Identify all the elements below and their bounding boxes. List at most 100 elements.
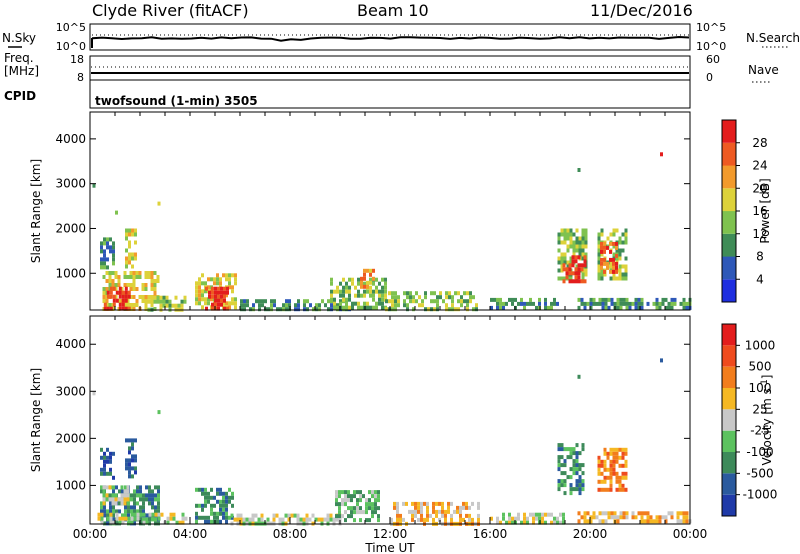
range-gate-cell xyxy=(333,305,336,310)
range-gate-cell xyxy=(360,305,363,310)
range-gate-cell xyxy=(569,228,573,233)
range-gate-cell xyxy=(569,232,573,237)
range-gate-cell xyxy=(578,252,582,257)
range-gate-cell xyxy=(118,501,121,506)
range-gate-cell xyxy=(371,506,374,511)
range-gate-cell xyxy=(148,501,151,506)
range-gate-cell xyxy=(562,279,566,284)
range-gate-cell xyxy=(517,301,520,306)
range-gate-cell xyxy=(499,297,502,302)
range-gate-cell xyxy=(496,516,499,521)
range-gate-cell xyxy=(213,281,216,286)
range-gate-cell xyxy=(436,295,439,300)
range-gate-cell xyxy=(303,303,306,308)
range-gate-cell xyxy=(348,289,351,294)
range-gate-cell xyxy=(356,498,359,503)
range-gate-cell xyxy=(661,515,665,520)
range-gate-cell xyxy=(124,306,128,311)
range-gate-cell xyxy=(353,510,356,515)
range-gate-cell xyxy=(374,490,377,495)
range-gate-cell xyxy=(577,255,581,260)
range-gate-cell xyxy=(600,228,604,233)
range-gate-cell xyxy=(578,240,582,245)
range-gate-cell xyxy=(333,289,336,294)
range-gate-cell xyxy=(538,297,541,302)
range-gate-cell xyxy=(120,501,124,506)
range-gate-cell xyxy=(156,295,160,300)
range-gate-cell xyxy=(565,271,569,276)
range-gate-cell xyxy=(606,455,610,460)
range-gate-cell xyxy=(624,268,628,273)
range-gate-cell xyxy=(538,301,541,306)
range-gate-cell xyxy=(374,494,377,499)
range-gate-cell xyxy=(102,497,106,502)
range-gate-cell xyxy=(333,297,336,302)
range-gate-cell xyxy=(130,516,134,521)
range-gate-cell xyxy=(308,517,312,522)
range-gate-cell xyxy=(553,516,556,521)
isolated-echo xyxy=(577,168,581,172)
range-gate-cell xyxy=(233,517,237,522)
range-gate-cell xyxy=(366,280,369,285)
range-gate-cell xyxy=(369,268,372,273)
range-gate-cell xyxy=(557,467,561,472)
range-gate-cell xyxy=(420,505,423,510)
range-gate-cell xyxy=(220,290,223,295)
range-gate-cell xyxy=(222,503,225,508)
range-gate-cell xyxy=(569,451,573,456)
range-gate-cell xyxy=(581,487,585,492)
range-gate-cell xyxy=(421,303,424,308)
range-gate-cell xyxy=(216,511,219,516)
range-gate-cell xyxy=(108,303,112,307)
range-gate-cell xyxy=(198,301,201,306)
range-gate-cell xyxy=(562,520,565,525)
range-gate-cell xyxy=(363,272,366,277)
range-gate-cell xyxy=(100,249,103,254)
range-gate-cell xyxy=(415,299,418,304)
range-gate-cell xyxy=(679,301,683,306)
range-gate-cell xyxy=(350,498,353,503)
range-gate-cell xyxy=(377,490,380,495)
range-gate-cell xyxy=(115,516,119,521)
range-gate-cell xyxy=(115,509,118,514)
range-gate-cell xyxy=(634,305,638,310)
range-gate-cell xyxy=(375,305,378,310)
range-gate-cell xyxy=(312,307,315,312)
range-gate-cell xyxy=(270,303,273,308)
range-gate-cell xyxy=(118,302,122,307)
range-gate-cell xyxy=(581,443,585,448)
range-gate-cell xyxy=(128,458,131,463)
range-gate-cell xyxy=(600,232,604,237)
range-gate-cell xyxy=(109,459,112,464)
range-gate-cell xyxy=(323,517,327,522)
range-gate-cell xyxy=(195,281,198,286)
range-gate-cell xyxy=(363,289,366,294)
range-gate-cell xyxy=(132,287,136,291)
range-gate-cell xyxy=(184,516,188,521)
range-gate-cell xyxy=(128,438,131,443)
range-gate-cell xyxy=(673,301,677,306)
range-gate-cell xyxy=(682,297,686,302)
range-gate-cell xyxy=(420,501,423,506)
range-gate-cell xyxy=(204,487,207,492)
range-gate-cell xyxy=(109,249,112,254)
range-gate-cell xyxy=(147,295,151,300)
range-gate-cell xyxy=(572,487,576,492)
range-gate-cell xyxy=(112,513,115,518)
range-gate-cell xyxy=(103,467,106,472)
range-gate-cell xyxy=(581,252,585,257)
range-gate-cell xyxy=(469,299,472,304)
range-gate-cell xyxy=(371,514,374,519)
range-gate-cell xyxy=(409,295,412,300)
range-gate-cell xyxy=(432,509,435,514)
range-gate-cell xyxy=(583,305,587,310)
range-gate-cell xyxy=(362,494,365,499)
range-gate-cell xyxy=(144,287,148,291)
range-gate-cell xyxy=(336,285,339,290)
range-gate-cell xyxy=(100,261,103,266)
range-gate-cell xyxy=(123,303,127,307)
range-gate-cell xyxy=(606,467,610,472)
range-gate-cell xyxy=(335,490,338,495)
range-gate-cell xyxy=(426,505,429,510)
range-gate-cell xyxy=(136,493,139,498)
